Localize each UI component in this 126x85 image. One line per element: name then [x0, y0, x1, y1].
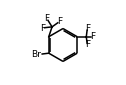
- Text: F: F: [40, 24, 46, 33]
- Text: F: F: [57, 17, 62, 26]
- Text: F: F: [45, 14, 50, 23]
- Text: F: F: [90, 32, 95, 41]
- Text: Br: Br: [31, 49, 41, 58]
- Text: F: F: [85, 24, 90, 33]
- Text: F: F: [85, 40, 90, 49]
